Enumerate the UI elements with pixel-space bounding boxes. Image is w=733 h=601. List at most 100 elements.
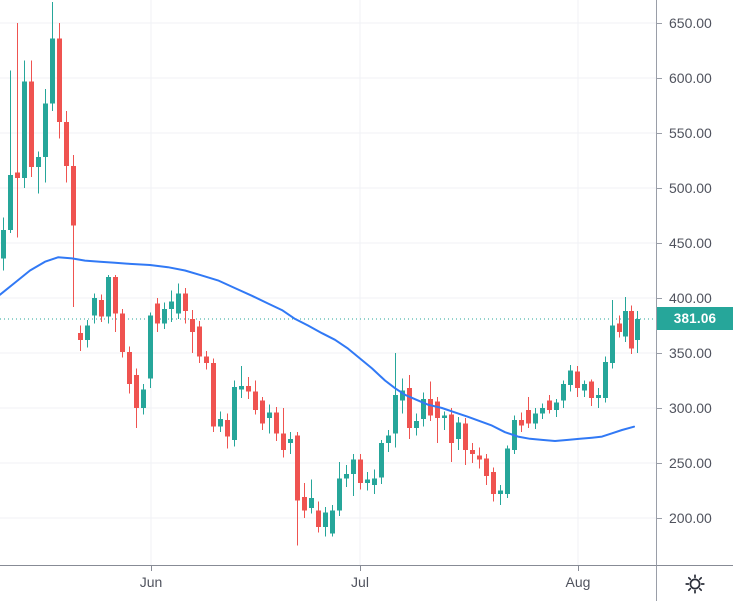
candle-body	[246, 386, 251, 392]
candle-body	[302, 497, 307, 511]
candle-body	[50, 38, 55, 104]
candle-body	[582, 383, 587, 391]
time-tick-label: Aug	[565, 574, 591, 590]
candle-body	[428, 399, 433, 416]
candle-body	[8, 174, 13, 230]
candle-body	[127, 351, 132, 384]
candle-body	[148, 315, 153, 379]
candle-body	[589, 381, 594, 399]
price-tick-label: 600.00	[669, 70, 712, 86]
candle-body	[204, 356, 209, 363]
candle-body	[623, 311, 628, 337]
candle-body	[92, 298, 97, 316]
time-tick-mark	[151, 565, 152, 571]
candle-body	[22, 81, 27, 179]
candle-body	[162, 309, 167, 324]
candle-body	[484, 458, 489, 477]
candle-body	[155, 303, 160, 324]
candle-body	[190, 318, 195, 333]
candle-body	[526, 410, 531, 424]
price-tick-mark	[657, 297, 662, 299]
price-tick-mark	[657, 22, 662, 24]
candle-body	[547, 400, 552, 411]
candle-body	[358, 459, 363, 483]
candle-body	[120, 313, 125, 352]
candle-body	[64, 122, 69, 166]
axis-corner	[656, 565, 733, 601]
candle-body	[106, 277, 111, 317]
moving-average-line	[0, 256, 635, 442]
candle-body	[36, 157, 41, 168]
chart-settings-button[interactable]	[680, 569, 710, 599]
candle-body	[540, 408, 545, 414]
price-tick-mark	[657, 242, 662, 244]
gear-icon	[685, 573, 705, 594]
candle-body	[288, 438, 293, 444]
candle-body	[505, 448, 510, 494]
time-tick-label: Jun	[139, 574, 163, 590]
price-tick-label: 550.00	[669, 125, 712, 141]
candle-body	[561, 383, 566, 401]
candle-body	[629, 311, 634, 349]
candle-body	[596, 394, 601, 399]
candle-body	[379, 443, 384, 478]
candle-body	[141, 389, 146, 408]
candle-body	[78, 333, 83, 340]
price-axis[interactable]: 650.00 600.00 550.00 500.00 450.00 400.00 350.…	[656, 0, 733, 565]
time-tick-mark	[360, 565, 361, 571]
price-tick-label: 350.00	[669, 345, 712, 361]
candle-body	[449, 414, 454, 444]
price-tick-mark	[657, 187, 662, 189]
candle-body	[232, 387, 237, 440]
candle-body	[274, 412, 279, 434]
candle-body	[1, 229, 6, 259]
time-axis[interactable]: Jun Jul Aug	[0, 565, 656, 601]
price-tick-label: 300.00	[669, 400, 712, 416]
last-price-label: 381.06	[657, 307, 733, 331]
candle-body	[267, 412, 272, 418]
candle-body	[491, 471, 496, 494]
candle-body	[393, 394, 398, 434]
candle-body	[442, 415, 447, 418]
price-tick-label: 450.00	[669, 235, 712, 251]
candle-body	[295, 435, 300, 501]
candle-body	[477, 455, 482, 460]
candle-body	[57, 38, 62, 122]
candle-body	[463, 423, 468, 450]
last-price-value: 381.06	[673, 311, 717, 327]
candle-body	[470, 449, 475, 455]
price-tick-mark	[657, 77, 662, 79]
candle-body	[260, 400, 265, 424]
candle-body	[456, 422, 461, 439]
candle-body	[211, 362, 216, 427]
price-tick-label: 250.00	[669, 455, 712, 471]
candle-body	[43, 103, 48, 158]
candle-body	[323, 512, 328, 527]
candle-body	[337, 478, 342, 511]
candle-body	[218, 419, 223, 427]
candle-body	[365, 479, 370, 483]
candle-body	[400, 390, 405, 401]
candle-body	[99, 300, 104, 317]
price-tick-label: 500.00	[669, 180, 712, 196]
candlestick-chart[interactable]	[0, 0, 656, 565]
candle-body	[309, 498, 314, 509]
candle-body	[421, 399, 426, 419]
candle-body	[281, 433, 286, 450]
candle-body	[330, 510, 335, 534]
candle-body	[176, 293, 181, 314]
candle-body	[15, 172, 20, 179]
candle-body	[239, 386, 244, 390]
candle-body	[169, 301, 174, 309]
chart-plot-area[interactable]	[0, 0, 656, 565]
candle-body	[498, 490, 503, 494]
candle-body	[344, 474, 349, 479]
candle-body	[407, 388, 412, 428]
candle-body	[71, 166, 76, 226]
candle-body	[603, 361, 608, 399]
candle-body	[197, 326, 202, 357]
price-tick-mark	[657, 407, 662, 409]
time-tick-mark	[578, 565, 579, 571]
candle-body	[554, 402, 559, 411]
price-tick-mark	[657, 462, 662, 464]
